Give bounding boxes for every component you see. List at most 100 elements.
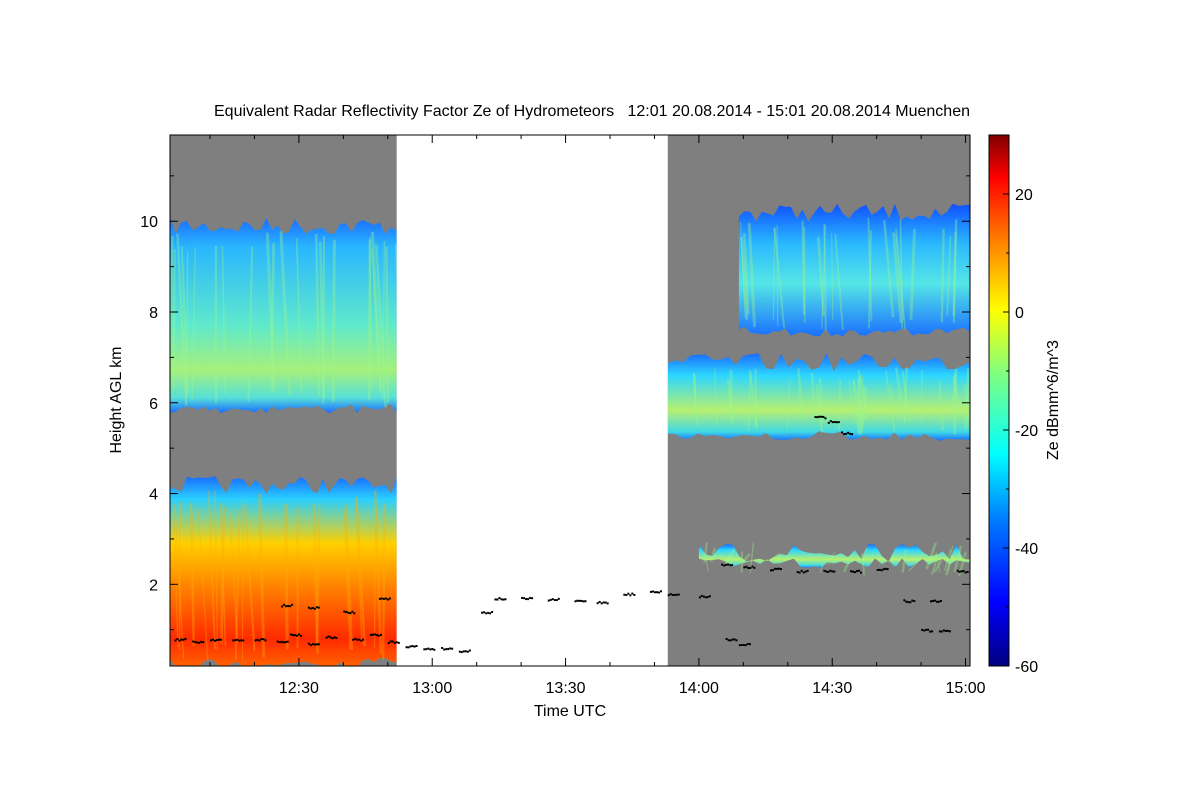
cloud-base-point	[315, 606, 318, 609]
fall-streak	[270, 243, 275, 390]
cloud-base-point	[283, 603, 286, 606]
cloud-base-point	[313, 607, 316, 610]
cloud-base-point	[944, 629, 947, 632]
cloud-base-point	[411, 645, 414, 648]
cloud-base-point	[232, 639, 235, 642]
fall-streak	[189, 502, 195, 646]
cloud-base-point	[882, 568, 885, 571]
cloud-base-point	[464, 650, 467, 653]
cloud-base-point	[673, 593, 676, 596]
cloud-base-point	[780, 568, 782, 571]
echo-layer	[738, 203, 970, 337]
cloud-base-point	[491, 610, 494, 613]
fall-streak	[917, 553, 925, 559]
fall-streak	[343, 509, 352, 650]
cloud-base-point	[309, 607, 312, 610]
cloud-base-point	[627, 592, 630, 595]
fall-streak	[371, 248, 382, 393]
cloud-base-point	[481, 611, 484, 614]
fall-streak	[197, 508, 209, 661]
cloud-base-point	[307, 642, 310, 645]
fall-streak	[946, 545, 954, 573]
cloud-base-point	[391, 640, 394, 643]
fall-streak	[821, 225, 826, 330]
cloud-base-point	[431, 647, 434, 650]
data-gap	[396, 135, 668, 666]
fall-streak	[315, 505, 321, 644]
cloud-base-point	[254, 639, 257, 642]
fall-streak	[946, 235, 952, 316]
cloud-base-point	[487, 611, 490, 614]
cloud-base-point	[847, 431, 850, 434]
cloud-base-point	[523, 597, 526, 600]
fall-streak	[692, 373, 699, 427]
cloud-base-point	[629, 594, 632, 597]
cloud-base-point	[835, 421, 838, 424]
cloud-base-point	[860, 571, 862, 574]
fall-streak	[889, 385, 896, 416]
cloud-base-point	[258, 639, 261, 642]
fall-streak	[848, 378, 855, 424]
cloud-base-point	[827, 570, 830, 573]
cloud-base-point	[845, 432, 848, 435]
fall-streak	[945, 555, 954, 576]
cloud-base-point	[631, 592, 634, 595]
cloud-base-point	[264, 639, 267, 642]
fall-streak	[284, 503, 289, 650]
fall-streak	[740, 552, 751, 564]
cloud-base-point	[358, 638, 361, 641]
cloud-base-point	[721, 563, 724, 566]
fall-streak	[867, 217, 873, 321]
cloud-base-point	[852, 570, 854, 573]
cloud-base-point	[194, 641, 197, 644]
cloud-base-point	[733, 638, 736, 641]
cloud-base-point	[602, 601, 605, 604]
cloud-base-series	[174, 415, 969, 654]
cloud-base-point	[458, 650, 461, 653]
fall-streak	[279, 231, 292, 396]
fall-streak	[868, 230, 872, 329]
cloud-base-point	[313, 643, 316, 646]
fall-streak	[234, 508, 241, 660]
cloud-base-point	[362, 638, 365, 641]
cloud-base-point	[425, 648, 428, 651]
fall-streak	[713, 368, 718, 428]
fall-streak	[797, 368, 804, 420]
cloud-base-point	[940, 600, 942, 603]
fall-streak	[355, 498, 366, 647]
cloud-base-point	[180, 638, 183, 641]
cloud-base-point	[658, 591, 660, 594]
fall-streak	[901, 549, 908, 573]
fall-streak	[823, 223, 827, 331]
cloud-base-point	[582, 600, 585, 603]
cloud-base-point	[176, 638, 179, 641]
cloud-base-point	[606, 602, 609, 605]
cloud-base-point	[772, 569, 774, 572]
cloud-base-point	[331, 637, 334, 640]
x-tick-label: 12:30	[279, 680, 319, 697]
cloud-base-point	[925, 628, 928, 631]
cloud-base-point	[880, 569, 883, 572]
cloud-base-point	[307, 606, 310, 609]
fall-streak	[895, 233, 905, 320]
cloud-base-point	[451, 647, 454, 650]
cloud-base-point	[745, 565, 748, 568]
cloud-base-point	[384, 597, 387, 600]
fall-streak	[312, 504, 319, 654]
fall-streak	[852, 381, 861, 435]
cloud-base-point	[698, 596, 701, 599]
cloud-base-point	[494, 598, 497, 601]
cloud-base-point	[351, 610, 354, 613]
cloud-base-point	[405, 646, 408, 649]
cloud-base-point	[429, 648, 432, 651]
fall-streak	[704, 552, 709, 572]
cloud-base-point	[938, 630, 941, 633]
cloud-base-point	[415, 645, 418, 648]
cloud-base-point	[345, 610, 348, 613]
cloud-base-point	[596, 602, 599, 605]
fall-streak	[724, 555, 732, 564]
fall-streak	[345, 503, 354, 651]
cloud-base-point	[500, 598, 503, 601]
cloud-base-point	[393, 641, 396, 644]
cloud-base-point	[466, 650, 469, 653]
